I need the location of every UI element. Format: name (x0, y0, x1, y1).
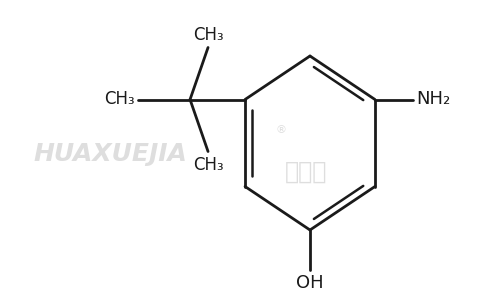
Text: NH₂: NH₂ (416, 91, 450, 109)
Text: OH: OH (296, 274, 324, 292)
Text: CH₃: CH₃ (193, 155, 223, 173)
Text: CH₃: CH₃ (104, 91, 135, 109)
Text: HUAXUEJIA: HUAXUEJIA (34, 142, 187, 166)
Text: CH₃: CH₃ (193, 25, 223, 44)
Text: 化学加: 化学加 (285, 160, 327, 184)
Text: ®: ® (275, 125, 286, 135)
